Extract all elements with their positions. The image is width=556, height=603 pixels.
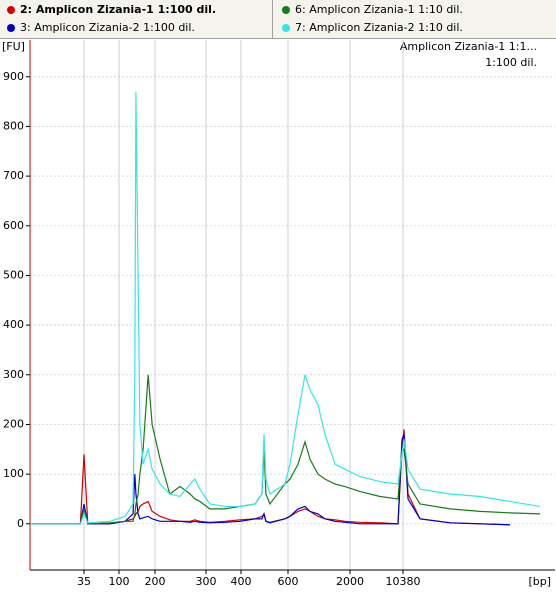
y-tick-label: 700 — [3, 169, 24, 182]
y-tick-label: 400 — [3, 318, 24, 331]
x-tick-label: 100 — [109, 575, 130, 588]
y-tick-label: 900 — [3, 70, 24, 83]
x-tick-label: 300 — [196, 575, 217, 588]
annotation: Amplicon Zizania-1 1:1... — [400, 40, 537, 53]
y-tick-label: 0 — [17, 517, 24, 530]
x-tick-label: 35 — [77, 575, 91, 588]
y-tick-label: 500 — [3, 268, 24, 281]
x-tick-label: 10380 — [386, 575, 421, 588]
legend-marker[interactable] — [7, 24, 15, 32]
trace — [30, 91, 541, 525]
y-tick-label: 200 — [3, 417, 24, 430]
y-tick-label: 300 — [3, 368, 24, 381]
y-tick-label: 600 — [3, 219, 24, 232]
y-axis-label: [FU] — [2, 40, 25, 53]
legend-marker[interactable] — [282, 24, 290, 32]
legend-label[interactable]: 2: Amplicon Zizania-1 1:100 dil. — [20, 3, 216, 16]
legend-label[interactable]: 7: Amplicon Zizania-2 1:10 dil. — [295, 21, 463, 34]
x-tick-label: 200 — [145, 575, 166, 588]
legend-label[interactable]: 6: Amplicon Zizania-1 1:10 dil. — [295, 3, 463, 16]
legend-marker[interactable] — [282, 6, 290, 14]
annotation: 1:100 dil. — [485, 56, 537, 69]
legend-marker[interactable] — [7, 6, 15, 14]
y-tick-label: 100 — [3, 467, 24, 480]
x-axis-label: [bp] — [528, 575, 551, 588]
x-tick-label: 2000 — [336, 575, 364, 588]
legend-panel — [0, 0, 556, 38]
trace — [30, 434, 511, 526]
x-tick-label: 600 — [278, 575, 299, 588]
plot-background — [0, 39, 556, 603]
x-tick-label: 400 — [231, 575, 252, 588]
y-tick-label: 800 — [3, 119, 24, 132]
legend-label[interactable]: 3: Amplicon Zizania-2 1:100 dil. — [20, 21, 195, 34]
